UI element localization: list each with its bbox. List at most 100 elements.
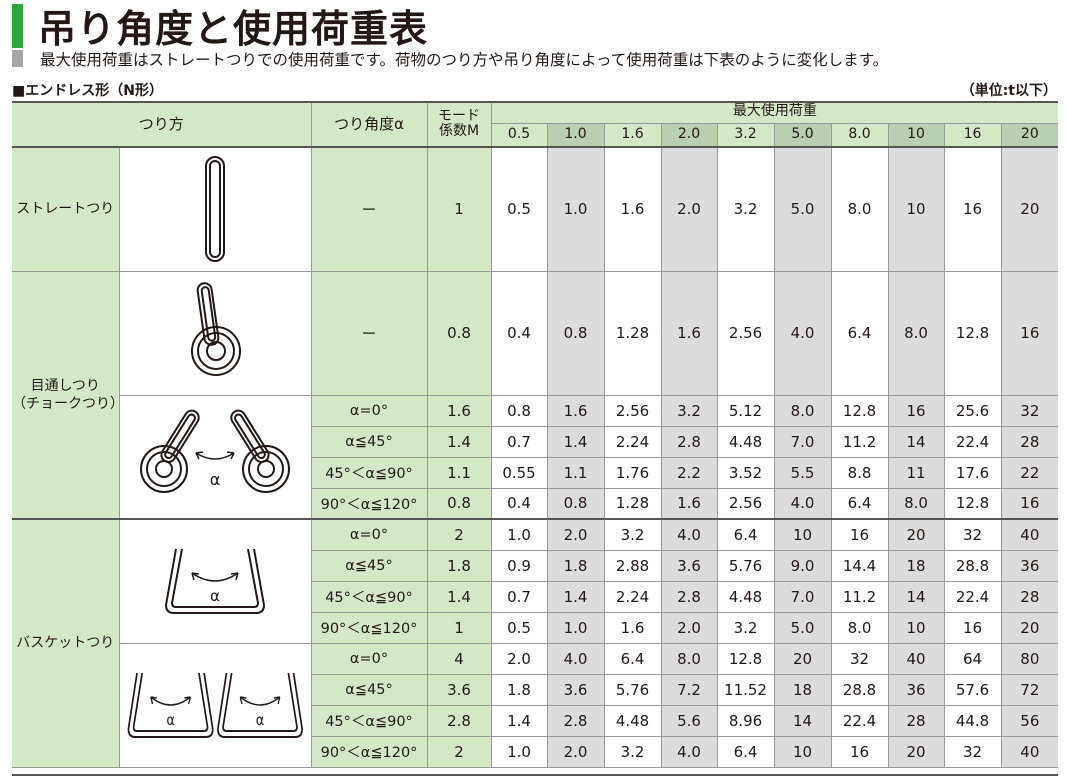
- load-value-cell: 1.28: [604, 271, 662, 396]
- load-value-cell: 0.7: [491, 581, 548, 613]
- method-choke: 目通しつり （チョークつり）: [12, 271, 120, 520]
- load-value-cell: 32: [1001, 395, 1059, 427]
- load-value-cell: 1.8: [547, 550, 605, 582]
- table-bottom-rule: [12, 774, 1058, 776]
- load-value-cell: 3.6: [661, 550, 718, 582]
- load-value-cell: 16: [831, 736, 889, 768]
- header-row-1: つり方 つり角度α モード 係数M 最大使用荷重: [12, 101, 1059, 148]
- load-value-cell: 7.2: [661, 674, 718, 706]
- table-row: ストレートつり ー 1 0.5 1.0 1.6 2.0 3.2 5.0 8.0 10 16 20: [12, 146, 1059, 272]
- header-max-load: 最大使用荷重: [491, 101, 1059, 124]
- load-value-cell: 6.4: [831, 271, 889, 396]
- load-value-cell: 1.0: [547, 612, 605, 644]
- angle-cell: 45°＜α≦90°: [311, 581, 428, 613]
- choke-sling-icon: [119, 271, 312, 396]
- load-value-cell: 4.0: [774, 488, 832, 520]
- load-value-cell: 16: [888, 395, 945, 427]
- load-value-cell: 28: [1001, 426, 1059, 458]
- mode-factor-cell: 1.1: [427, 457, 492, 489]
- table-row: 45°＜α≦90° 1.1 0.55 1.1 1.76 2.2 3.52 5.5 8.8 11 17…: [12, 457, 1059, 489]
- mode-factor-cell: 1.8: [427, 550, 492, 582]
- page-subtitle: 最大使用荷重はストレートつりでの使用荷重です。荷物のつり方や吊り角度によって使用…: [40, 51, 889, 69]
- mode-factor-cell: 1: [427, 612, 492, 644]
- load-value-cell: 10: [888, 146, 945, 272]
- load-value-cell: 18: [774, 674, 832, 706]
- load-value-cell: 28: [888, 705, 945, 737]
- load-value-cell: 1.8: [491, 674, 548, 706]
- load-value-cell: 2.0: [547, 518, 605, 551]
- load-value-cell: 8.0: [831, 612, 889, 644]
- table-row: 45°＜α≦90° 1.4 0.7 1.4 2.24 2.8 4.48 7.0 11.2 14 22…: [12, 581, 1059, 613]
- load-value-cell: 10: [774, 736, 832, 768]
- load-value-cell: 2.8: [547, 705, 605, 737]
- load-value-cell: 8.0: [774, 395, 832, 427]
- load-value-cell: 16: [944, 612, 1002, 644]
- load-value-cell: 6.4: [604, 643, 662, 675]
- load-value-cell: 16: [944, 146, 1002, 272]
- load-table-wrapper: つり方 つり角度α モード 係数M 最大使用荷重 0.5 1.0 1.6 2.0 3.2 5…: [12, 101, 1059, 776]
- capacity-header: 8.0: [831, 123, 889, 148]
- angle-cell: 90°＜α≦120°: [311, 488, 428, 520]
- header-row-capacities: 0.5 1.0 1.6 2.0 3.2 5.0 8.0 10 16 20: [12, 123, 1059, 148]
- load-value-cell: 2.0: [661, 612, 718, 644]
- load-value-cell: 1.1: [547, 457, 605, 489]
- load-value-cell: 5.76: [604, 674, 662, 706]
- load-value-cell: 1.6: [547, 395, 605, 427]
- mode-factor-cell: 1.4: [427, 581, 492, 613]
- angle-cell: α=0°: [311, 643, 428, 675]
- table-row: α≦45° 1.4 0.7 1.4 2.24 2.8 4.48 7.0 11.2 14 22.4 28: [12, 426, 1059, 458]
- mode-factor-cell: 1.4: [427, 426, 492, 458]
- table-row: バスケットつり α α=0° 2 1.0 2.0 3.2 4.0 6.4 10 16 20 32 40: [12, 518, 1059, 768]
- mode-factor-cell: 2: [427, 736, 492, 768]
- load-value-cell: 1.4: [547, 581, 605, 613]
- load-value-cell: 1.0: [547, 146, 605, 272]
- load-value-cell: 3.2: [604, 736, 662, 768]
- load-value-cell: 4.0: [661, 518, 718, 551]
- header-angle: つり角度α: [311, 101, 428, 148]
- capacity-header: 20: [1001, 123, 1059, 148]
- angle-cell: 90°＜α≦120°: [311, 736, 428, 768]
- load-value-cell: 1.28: [604, 488, 662, 520]
- load-value-cell: 8.0: [888, 488, 945, 520]
- load-value-cell: 32: [831, 643, 889, 675]
- load-value-cell: 32: [944, 518, 1002, 551]
- load-value-cell: 1.0: [491, 518, 548, 551]
- method-basket: バスケットつり: [12, 518, 120, 768]
- load-value-cell: 25.6: [944, 395, 1002, 427]
- alpha-label: α: [166, 712, 175, 729]
- load-value-cell: 3.52: [717, 457, 775, 489]
- unit-label: （単位:t以下）: [960, 83, 1057, 99]
- angle-cell: α≦45°: [311, 550, 428, 582]
- load-value-cell: 4.48: [717, 426, 775, 458]
- load-value-cell: 11.52: [717, 674, 775, 706]
- double-choke-sling-icon: α: [119, 395, 312, 520]
- table-row: α α α=0° 4 2.0 4.0 6.4 8.0 12.8 20 32 40 64 80: [12, 643, 1059, 768]
- capacity-header: 0.5: [491, 123, 548, 148]
- load-value-cell: 40: [1001, 518, 1059, 551]
- load-value-cell: 20: [774, 643, 832, 675]
- load-value-cell: 0.8: [547, 488, 605, 520]
- load-value-cell: 0.5: [491, 146, 548, 272]
- load-value-cell: 22.4: [831, 705, 889, 737]
- capacity-header: 16: [944, 123, 1002, 148]
- load-value-cell: 1.4: [491, 705, 548, 737]
- load-value-cell: 3.2: [717, 146, 775, 272]
- load-value-cell: 2.8: [661, 426, 718, 458]
- mode-factor-cell: 3.6: [427, 674, 492, 706]
- load-value-cell: 12.8: [944, 271, 1002, 396]
- angle-cell: 45°＜α≦90°: [311, 705, 428, 737]
- load-value-cell: 0.8: [491, 395, 548, 427]
- load-value-cell: 4.0: [547, 643, 605, 675]
- load-value-cell: 32: [944, 736, 1002, 768]
- load-value-cell: 2.56: [717, 271, 775, 396]
- load-value-cell: 64: [944, 643, 1002, 675]
- load-value-cell: 20: [888, 518, 945, 551]
- load-value-cell: 4.48: [717, 581, 775, 613]
- load-value-cell: 0.4: [491, 488, 548, 520]
- table-top-rule: [12, 101, 1058, 103]
- load-value-cell: 4.0: [661, 736, 718, 768]
- load-value-cell: 0.55: [491, 457, 548, 489]
- basket-sling-icon: α: [119, 518, 312, 644]
- load-value-cell: 2.24: [604, 426, 662, 458]
- load-value-cell: 18: [888, 550, 945, 582]
